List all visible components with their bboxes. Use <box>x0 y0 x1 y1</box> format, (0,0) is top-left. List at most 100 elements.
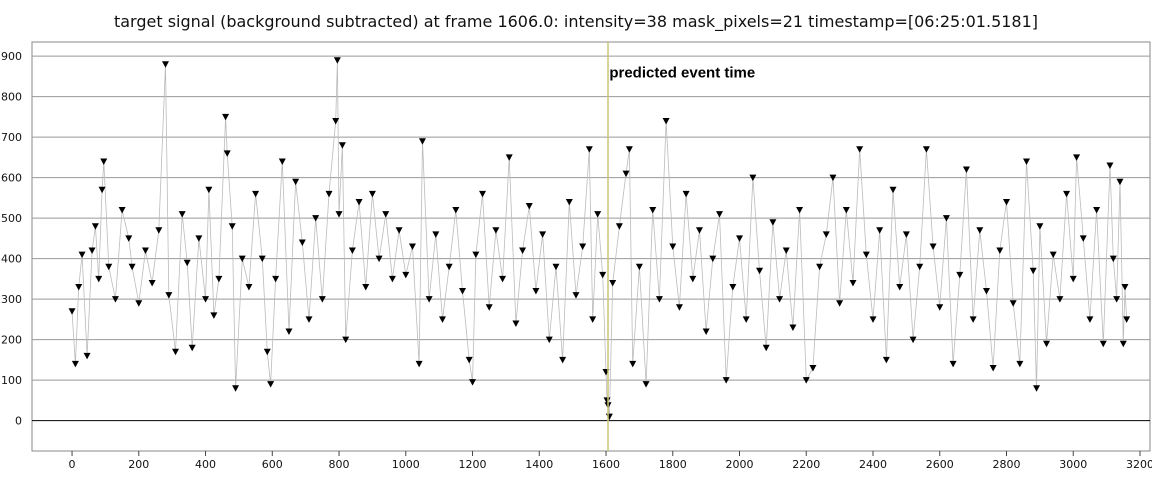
data-point <box>662 117 670 125</box>
data-point <box>512 320 520 327</box>
y-tick-label: 600 <box>1 172 22 185</box>
data-point <box>715 211 723 218</box>
data-point <box>223 150 231 157</box>
data-point <box>996 247 1004 255</box>
data-point <box>375 255 383 263</box>
data-point <box>332 117 340 125</box>
data-point <box>1016 360 1024 368</box>
data-point <box>669 243 677 250</box>
data-point <box>355 198 363 206</box>
data-point <box>95 275 103 283</box>
data-point <box>545 336 553 344</box>
x-axis-ticks: 0 200 400 600 800 1000 1200 1400 1600 1800 2000 220… <box>69 451 1152 471</box>
data-point <box>635 263 643 271</box>
data-point <box>1121 283 1129 291</box>
data-point <box>499 275 507 283</box>
data-point <box>976 227 984 234</box>
x-tick-label: 2000 <box>726 458 754 471</box>
data-point <box>829 174 837 182</box>
data-point <box>916 263 924 271</box>
data-point <box>599 271 607 279</box>
data-point <box>896 283 904 291</box>
data-point <box>565 198 573 206</box>
data-point <box>83 352 91 360</box>
data-point <box>842 207 850 214</box>
data-point <box>525 203 533 210</box>
series-connector-lines <box>71 60 1127 417</box>
data-point <box>78 251 86 259</box>
data-point <box>125 235 133 242</box>
data-point <box>936 304 944 311</box>
data-point <box>956 271 964 279</box>
data-point <box>942 215 950 222</box>
data-point <box>702 328 710 336</box>
data-point <box>1036 223 1044 230</box>
data-point <box>178 211 186 218</box>
data-point <box>889 186 897 194</box>
data-point <box>609 279 617 287</box>
data-point <box>252 190 260 198</box>
data-point <box>205 186 213 194</box>
data-point <box>445 263 453 271</box>
data-point <box>882 356 890 364</box>
data-point <box>485 304 493 311</box>
data-point <box>479 190 487 198</box>
data-point <box>68 308 76 315</box>
x-tick-label: 1400 <box>525 458 553 471</box>
x-tick-label: 2400 <box>859 458 887 471</box>
data-point <box>98 186 106 194</box>
data-point <box>402 271 410 279</box>
data-point <box>769 219 777 226</box>
data-point <box>1119 340 1127 348</box>
data-point <box>1029 267 1037 275</box>
data-point <box>816 263 824 271</box>
data-point <box>949 360 957 368</box>
data-point <box>292 178 300 186</box>
data-point <box>594 211 602 218</box>
data-point <box>1086 316 1094 323</box>
data-point <box>263 348 271 356</box>
data-point <box>862 251 870 259</box>
data-point <box>285 328 293 336</box>
data-point <box>452 207 460 214</box>
data-point <box>1109 255 1117 263</box>
data-point <box>519 247 527 255</box>
data-point <box>141 247 149 255</box>
plot-area-border <box>31 41 1151 452</box>
data-point <box>210 312 218 319</box>
data-point <box>161 61 169 68</box>
data-point <box>418 138 426 145</box>
data-point <box>695 227 703 234</box>
data-point <box>1002 198 1010 206</box>
data-point <box>1093 207 1101 214</box>
data-point <box>622 170 630 178</box>
data-point <box>1069 275 1077 283</box>
x-tick-label: 1600 <box>592 458 620 471</box>
data-point <box>902 231 910 238</box>
data-point <box>312 215 320 222</box>
data-point <box>148 279 156 287</box>
data-point <box>232 385 240 392</box>
y-tick-label: 300 <box>1 293 22 306</box>
data-point <box>756 267 764 275</box>
data-point <box>362 283 370 291</box>
data-point <box>876 227 884 234</box>
data-point <box>856 146 864 153</box>
x-tick-label: 1000 <box>392 458 420 471</box>
x-tick-label: 800 <box>329 458 350 471</box>
series-line <box>71 60 1127 417</box>
data-point <box>579 243 587 250</box>
data-point <box>88 247 96 255</box>
data-point <box>71 360 79 368</box>
data-point <box>1113 296 1121 303</box>
data-point <box>585 146 593 153</box>
data-point <box>222 113 230 121</box>
data-point <box>836 300 844 307</box>
data-point <box>736 235 744 242</box>
data-point <box>338 142 346 149</box>
data-point <box>989 364 997 372</box>
data-point <box>1073 154 1081 161</box>
data-point <box>689 275 697 283</box>
data-point <box>172 348 180 356</box>
data-point <box>415 360 423 368</box>
